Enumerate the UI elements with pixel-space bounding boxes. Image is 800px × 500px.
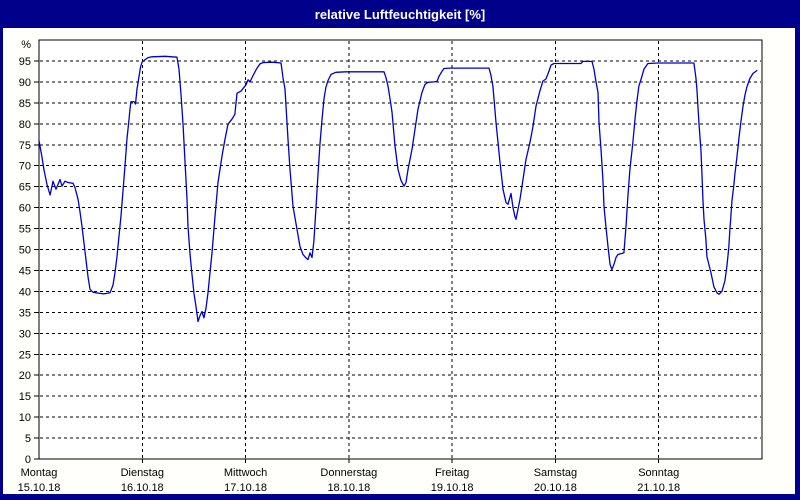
x-axis-day-label: Donnerstag: [320, 467, 377, 479]
y-axis-tick-label: 85: [19, 98, 31, 110]
x-axis-day-label: Sonntag: [638, 467, 679, 479]
x-axis-date-label: 20.10.18: [534, 482, 577, 494]
humidity-chart: 0 5 10 15 20 25 30 35 40 45 50 55 60 65 70 75 80 85 90 95% M…: [18, 39, 763, 494]
y-axis-tick-label: 65: [19, 182, 31, 194]
y-axis-tick-label: 0: [25, 454, 31, 466]
y-axis-tick-label: 35: [19, 307, 31, 319]
y-axis-tick-label: 50: [19, 245, 31, 257]
x-axis-date-label: 16.10.18: [121, 482, 164, 494]
y-axis-unit-label: %: [21, 39, 31, 51]
y-axis-tick-label: 40: [19, 286, 31, 298]
y-axis-tick-label: 75: [19, 140, 31, 152]
y-axis-tick-label: 80: [19, 119, 31, 131]
y-axis-tick-label: 45: [19, 265, 31, 277]
y-axis-tick-label: 60: [19, 203, 31, 215]
x-axis-date-label: 15.10.18: [18, 482, 61, 494]
x-axis-day-label: Montag: [21, 467, 58, 479]
window-title-bar[interactable]: relative Luftfeuchtigkeit [%]: [0, 0, 800, 28]
x-axis-day-label: Mittwoch: [224, 467, 267, 479]
window-title: relative Luftfeuchtigkeit [%]: [314, 6, 486, 22]
x-axis-date-label: 21.10.18: [637, 482, 680, 494]
y-axis-tick-label: 5: [25, 433, 31, 445]
y-axis-tick-label: 20: [19, 370, 31, 382]
humidity-line: [38, 55, 758, 323]
x-axis-day-label: Samstag: [534, 467, 577, 479]
y-axis-tick-label: 90: [19, 77, 31, 89]
x-axis-day-label: Freitag: [435, 467, 469, 479]
y-axis-tick-label: 10: [19, 412, 31, 424]
x-axis-date-label: 17.10.18: [224, 482, 267, 494]
y-axis-tick-label: 15: [19, 391, 31, 403]
y-axis-tick-label: 95: [19, 56, 31, 68]
x-axis-date-label: 19.10.18: [431, 482, 474, 494]
x-axis-day-label: Dienstag: [121, 467, 164, 479]
chart-area: 0 5 10 15 20 25 30 35 40 45 50 55 60 65 70 75 80 85 90 95% M…: [3, 28, 795, 494]
y-axis-tick-label: 25: [19, 349, 31, 361]
y-axis-tick-label: 30: [19, 328, 31, 340]
y-axis-tick-label: 55: [19, 224, 31, 236]
x-axis-date-label: 18.10.18: [327, 482, 370, 494]
y-axis-tick-label: 70: [19, 161, 31, 173]
plot-frame: [38, 39, 763, 460]
